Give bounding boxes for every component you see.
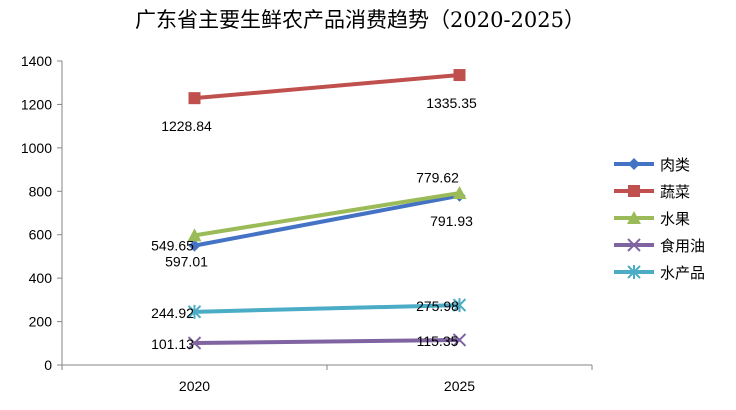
data-point-marker [453, 69, 466, 82]
legend-label: 水果 [660, 210, 690, 228]
y-tick-label: 800 [29, 183, 53, 199]
legend-swatch-marker [627, 238, 641, 252]
data-labels: 549.65 779.62 1228.84 1335.35 597.01 791.93 10… [151, 95, 477, 352]
data-point-marker [188, 92, 201, 105]
axes: 0 200 400 600 800 1000 1200 1400 2020 2025 [21, 53, 593, 394]
x-tick-label: 2025 [444, 378, 475, 394]
data-label: 275.98 [416, 298, 459, 314]
y-tick-label: 1000 [21, 140, 52, 156]
legend-swatch-marker [627, 265, 641, 279]
data-label: 101.13 [151, 336, 194, 352]
series-lines [187, 69, 467, 350]
data-point-marker [187, 336, 202, 350]
legend-swatch-marker [628, 185, 640, 197]
series-line [194, 193, 460, 248]
data-point-marker [188, 239, 201, 252]
y-tick-label: 200 [29, 314, 53, 330]
series-line [194, 191, 460, 238]
data-label: 1335.35 [426, 95, 477, 111]
legend-label: 水产品 [660, 264, 705, 282]
data-point-marker [452, 333, 467, 347]
data-label: 791.93 [430, 213, 473, 229]
legend-swatch-marker [627, 211, 641, 224]
y-tick-label: 0 [44, 357, 52, 373]
y-tick-label: 600 [29, 227, 53, 243]
data-label: 115.35 [417, 333, 459, 349]
data-label: 549.65 [151, 238, 194, 254]
chart-title: 广东省主要生鲜农产品消费趋势（2020-2025） [135, 8, 585, 32]
legend-label: 食用油 [660, 237, 705, 255]
x-tick-label: 2020 [179, 378, 210, 394]
series-line [194, 337, 460, 346]
legend-label: 肉类 [660, 156, 690, 174]
y-tick-label: 1400 [21, 53, 52, 69]
data-point-marker [187, 304, 202, 319]
y-tick-label: 400 [29, 270, 53, 286]
legend-swatch-marker [628, 158, 640, 170]
data-point-marker [187, 228, 202, 242]
data-label: 597.01 [165, 253, 208, 269]
data-label: 779.62 [416, 170, 459, 186]
legend-label: 蔬菜 [660, 183, 690, 201]
series-line [194, 303, 460, 314]
data-label: 1228.84 [161, 118, 212, 134]
data-point-marker [452, 298, 467, 313]
series-line [194, 73, 460, 101]
y-tick-label: 1200 [21, 96, 52, 112]
data-point-marker [452, 186, 467, 200]
data-label: 244.92 [151, 305, 194, 321]
